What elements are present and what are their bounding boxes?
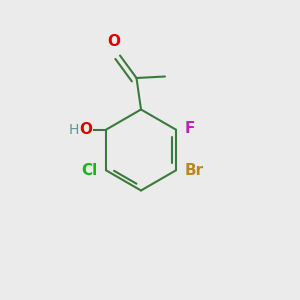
Text: F: F bbox=[185, 121, 195, 136]
Text: Cl: Cl bbox=[81, 163, 98, 178]
Text: H: H bbox=[69, 123, 79, 137]
Text: O: O bbox=[107, 34, 121, 49]
Text: O: O bbox=[79, 122, 92, 137]
Text: Br: Br bbox=[184, 163, 204, 178]
